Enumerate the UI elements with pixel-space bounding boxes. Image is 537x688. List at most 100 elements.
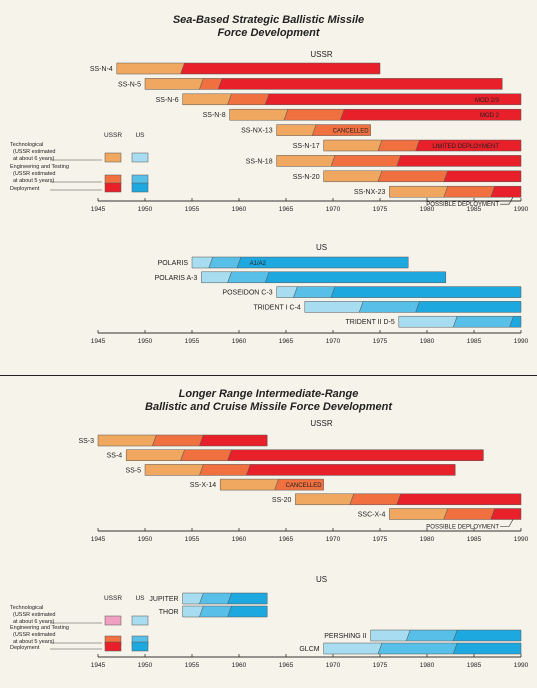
bar-annotation: MOD 2 bbox=[480, 113, 500, 119]
x-tick-label: 1970 bbox=[326, 206, 341, 213]
bar-ssc-x-4: SSC-X-4 POSSIBLE DEPLOYMENT bbox=[358, 508, 522, 531]
legend-engineering-text: Engineering and Testing bbox=[10, 164, 69, 170]
legend-technological-text: Technological bbox=[10, 605, 43, 611]
legend-us-header: US bbox=[135, 595, 145, 602]
bar-ss-x-14: SS-X-14 CANCELLED bbox=[190, 478, 324, 491]
bar-annotation: POSSIBLE DEPLOYMENT bbox=[426, 202, 499, 208]
bar-annotation: CANCELLED bbox=[333, 129, 370, 135]
bar-segment-tech bbox=[144, 78, 204, 90]
bar-label: SS-NX-13 bbox=[241, 128, 273, 135]
x-tick-label: 1965 bbox=[279, 338, 294, 345]
legend-technological-text: at about 6 years) bbox=[13, 619, 54, 625]
legend-swatch-us-deployment bbox=[131, 641, 149, 652]
legend-technological-text: Technological bbox=[10, 142, 43, 148]
bar-segment-eng bbox=[227, 271, 270, 284]
bar-segment-eng bbox=[227, 93, 270, 106]
x-tick-label: 1985 bbox=[467, 206, 482, 213]
bar-segment-dep bbox=[246, 464, 456, 476]
x-tick-label: 1985 bbox=[467, 662, 482, 669]
bar-segment-tech bbox=[219, 478, 279, 491]
bar-segment-dep bbox=[452, 642, 522, 655]
x-tick-label: 1945 bbox=[91, 536, 106, 543]
bar-ss-4: SS-4 bbox=[107, 449, 484, 461]
bar-segment-tech bbox=[144, 464, 204, 476]
bar-segment-dep bbox=[443, 170, 522, 183]
bar-annotation: CANCELLED bbox=[286, 483, 323, 489]
bar-segment-tech bbox=[201, 271, 232, 284]
sea-title-line1: Sea-Based Strategic Ballistic Missile bbox=[172, 14, 365, 26]
panel-heading: US bbox=[316, 243, 327, 252]
panel-1: US 1945 1950 1955 1960 1965 1970 1975 1980 1985 19… bbox=[91, 243, 529, 345]
x-tick-label: 1985 bbox=[467, 338, 482, 345]
x-tick-label: 1955 bbox=[185, 662, 200, 669]
legend-engineering-text: (USSR estimated bbox=[13, 632, 56, 638]
bar-segment-eng bbox=[152, 434, 204, 447]
bar-segment-tech bbox=[389, 508, 449, 520]
x-tick-label: 1965 bbox=[279, 536, 294, 543]
bar-segment-dep bbox=[415, 139, 522, 152]
bar-ss-n-6: SS-N-6 MOD 2/3 bbox=[156, 93, 522, 106]
panel-heading: USSR bbox=[310, 419, 332, 428]
lrinf-title-line2: Ballistic and Cruise Missile Force Devel… bbox=[145, 401, 392, 413]
x-tick-label: 1945 bbox=[91, 338, 106, 345]
bar-segment-eng bbox=[180, 449, 232, 461]
x-tick-label: 1955 bbox=[185, 536, 200, 543]
bar-segment-eng bbox=[405, 629, 458, 642]
legend-swatch-ussr-technological bbox=[104, 615, 122, 626]
bar-segment-eng bbox=[208, 256, 242, 269]
legend-engineering-text: at about 5 years) bbox=[13, 639, 54, 645]
x-tick-label: 1960 bbox=[232, 206, 247, 213]
bar-annotation: MOD 2/3 bbox=[475, 98, 500, 104]
bar-label: SS-4 bbox=[107, 453, 123, 460]
bar-segment-eng bbox=[377, 642, 458, 655]
x-tick-label: 1980 bbox=[420, 536, 435, 543]
panel-0: USSR 1945 1950 1955 1960 1965 1970 1975 1980 1985… bbox=[90, 50, 529, 213]
lrinf-title-line1: Longer Range Intermediate-Range bbox=[178, 388, 359, 400]
x-tick-label: 1975 bbox=[373, 536, 388, 543]
bar-segment-eng bbox=[443, 508, 496, 520]
bar-label: SS-5 bbox=[125, 467, 141, 474]
bar-segment-dep bbox=[264, 93, 522, 106]
legend-us-header: US bbox=[135, 132, 145, 139]
bar-label: SS-3 bbox=[78, 438, 94, 445]
bar-segment-dep bbox=[227, 605, 268, 618]
bar-label: TRIDENT II D-5 bbox=[346, 319, 395, 326]
bar-segment-tech bbox=[370, 629, 411, 642]
bar-segment-dep bbox=[236, 256, 409, 269]
panel-heading: USSR bbox=[310, 50, 332, 59]
legend-ussr-header: USSR bbox=[104, 595, 122, 602]
bar-segment-dep bbox=[490, 508, 522, 520]
bar-segment-tech bbox=[229, 108, 289, 121]
x-tick-label: 1960 bbox=[232, 536, 247, 543]
bar-segment-eng bbox=[443, 185, 496, 198]
legend-swatch-ussr-engineering bbox=[104, 174, 122, 185]
legend-swatch-us-engineering bbox=[131, 174, 149, 185]
annotation-leader bbox=[500, 519, 514, 527]
bar-segment-dep bbox=[509, 315, 522, 328]
x-tick-label: 1955 bbox=[185, 206, 200, 213]
bar-ss-3: SS-3 bbox=[78, 434, 268, 447]
bar-trident-ii-d-5: TRIDENT II D-5 bbox=[346, 315, 522, 328]
bar-segment-eng bbox=[199, 605, 232, 618]
x-tick-label: 1970 bbox=[326, 536, 341, 543]
bar-segment-dep bbox=[415, 301, 522, 313]
bar-label: SSC-X-4 bbox=[358, 512, 386, 519]
bar-ss-n-4: SS-N-4 bbox=[90, 62, 381, 75]
x-tick-label: 1955 bbox=[185, 338, 200, 345]
annotation-leader bbox=[500, 197, 514, 205]
x-tick-label: 1980 bbox=[420, 206, 435, 213]
bar-segment-eng bbox=[377, 170, 449, 183]
bar-segment-tech bbox=[323, 139, 383, 152]
bar-label: POLARIS A-3 bbox=[155, 275, 198, 282]
x-tick-label: 1975 bbox=[373, 338, 388, 345]
bar-segment-eng bbox=[452, 315, 514, 328]
bar-ss-nx-13: SS-NX-13 CANCELLED bbox=[241, 124, 371, 136]
section-divider bbox=[0, 375, 537, 376]
bar-segment-dep bbox=[330, 286, 522, 298]
legend-engineering-text: Engineering and Testing bbox=[10, 625, 69, 631]
bar-segment-eng bbox=[199, 464, 251, 476]
legend-technological-text: at about 6 years) bbox=[13, 156, 54, 162]
bar-segment-dep bbox=[452, 629, 522, 642]
